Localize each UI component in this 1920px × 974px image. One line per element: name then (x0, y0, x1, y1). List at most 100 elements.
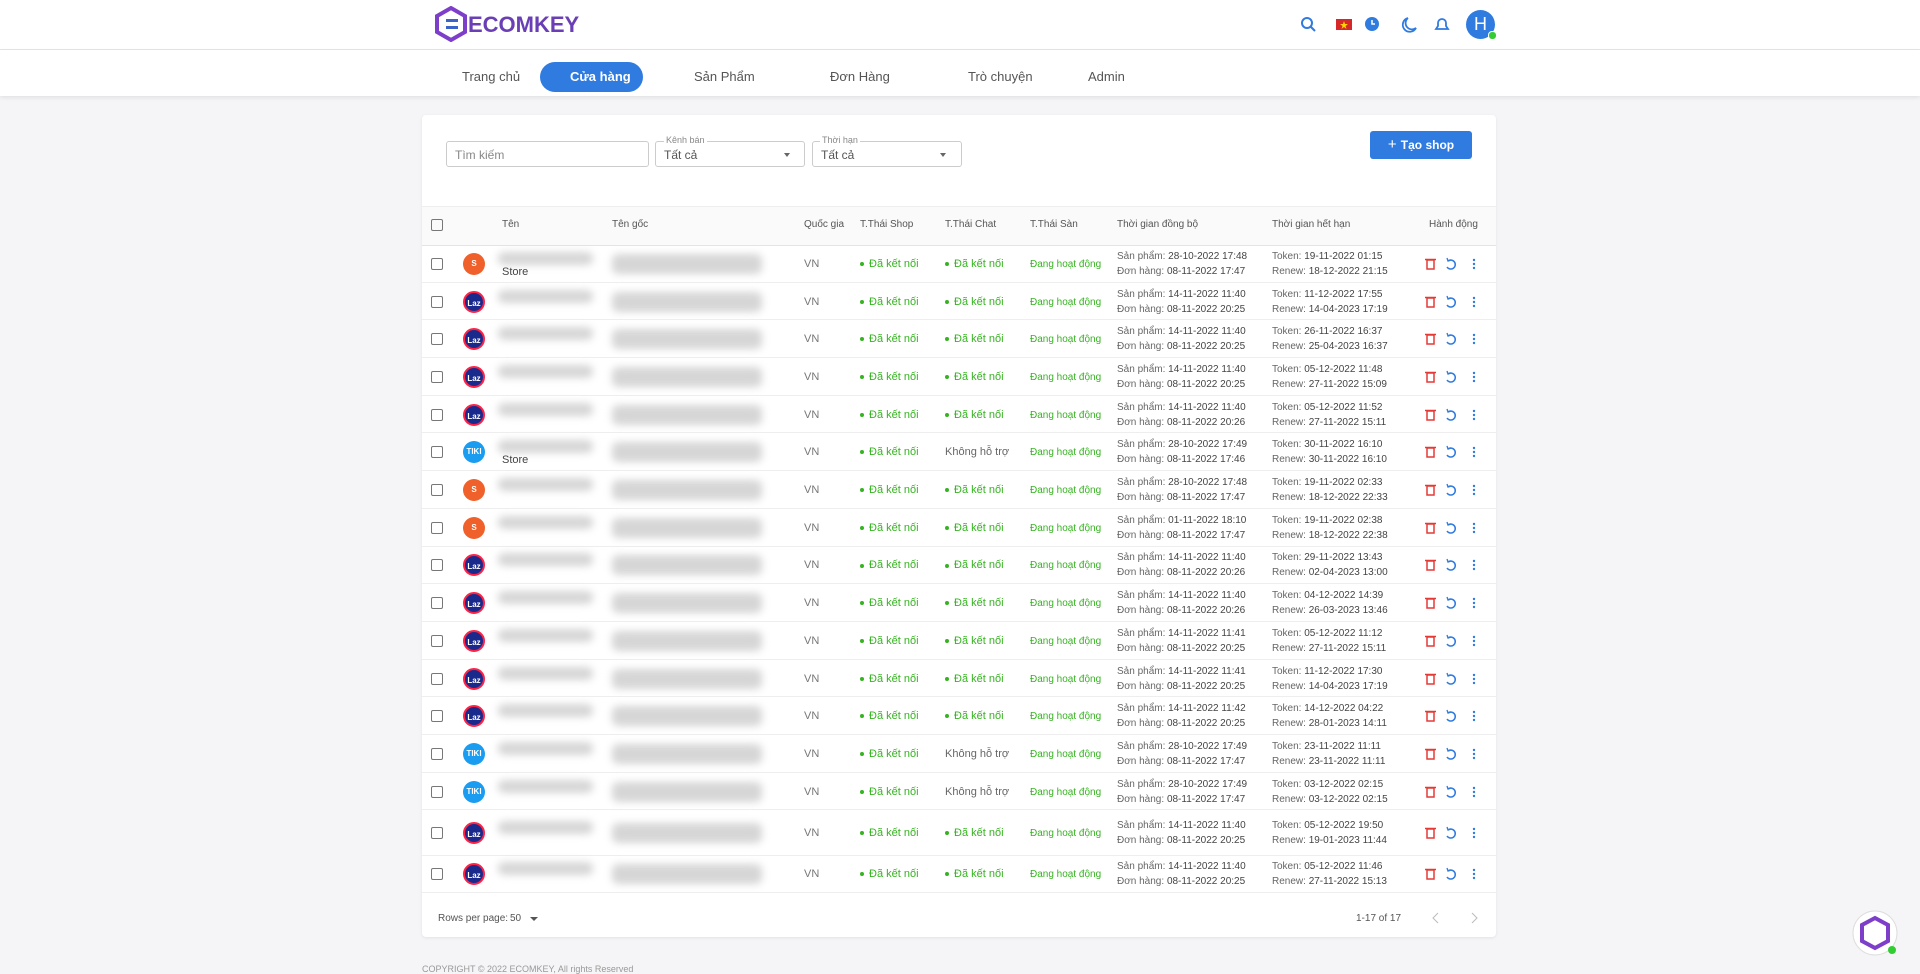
row-checkbox[interactable] (431, 295, 443, 308)
row-checkbox[interactable] (431, 672, 443, 685)
chat-status: Đã kết nối (945, 258, 1004, 270)
page-buttons[interactable] (1430, 911, 1480, 925)
row-checkbox[interactable] (431, 747, 443, 760)
time-value: 14-11-2022 11:40 (1168, 363, 1246, 375)
name-blur (498, 821, 593, 834)
row-checkbox[interactable] (431, 370, 443, 383)
time-label: Đơn hàng: (1117, 835, 1165, 846)
row-checkbox[interactable] (431, 597, 443, 610)
chat-widget[interactable] (1852, 910, 1898, 956)
name-blur (498, 779, 593, 793)
time-line: Token: 05-12-2022 19:50 (1272, 818, 1383, 833)
time-label: Renew: (1272, 793, 1306, 805)
row-actions[interactable] (1422, 634, 1482, 648)
country: VN (804, 672, 820, 685)
shop-status: Đã kết nối (860, 333, 919, 345)
time-line: Đơn hàng: 08-11-2022 20:25 (1117, 339, 1245, 354)
time-line: Token: 14-12-2022 04:22 (1272, 701, 1383, 716)
time-value: 02-04-2023 13:00 (1308, 567, 1388, 579)
name-blur (498, 364, 593, 378)
row-actions[interactable] (1422, 332, 1482, 346)
term-select[interactable]: Tất cả (812, 141, 962, 167)
time-value: 14-11-2022 11:40 (1168, 590, 1246, 602)
row-actions[interactable] (1422, 672, 1482, 686)
row-checkbox[interactable] (431, 868, 443, 881)
row-actions[interactable] (1422, 521, 1482, 535)
row-actions[interactable] (1422, 257, 1482, 271)
channel-select[interactable]: Tất cả (655, 141, 805, 167)
row-checkbox[interactable] (431, 257, 443, 270)
nav-item[interactable]: Admin (1088, 69, 1125, 84)
nav-item[interactable]: Trang chủ (462, 69, 521, 84)
row-actions[interactable] (1422, 408, 1482, 422)
row-checkbox[interactable] (431, 634, 443, 647)
row-checkbox[interactable] (431, 446, 443, 459)
time-line: Token: 05-12-2022 11:46 (1272, 859, 1382, 874)
row-checkbox[interactable] (431, 785, 443, 798)
origin-blur (612, 555, 762, 576)
origin-blur (612, 823, 762, 843)
time-label: Sản phẩm: (1117, 250, 1166, 262)
row-checkbox[interactable] (431, 710, 443, 723)
row-checkbox[interactable] (431, 559, 443, 572)
copyright: COPYRIGHT © 2022 ECOMKEY, All rights Res… (422, 964, 634, 974)
time-label: Token: (1272, 326, 1302, 338)
time-value: 29-11-2022 13:43 (1304, 552, 1383, 564)
market-status: Đang hoạt động (1030, 409, 1102, 421)
search-input[interactable]: Tìm kiếm (446, 141, 649, 167)
time-line: Token: 30-11-2022 16:10 (1272, 437, 1382, 452)
platform-icon: TIKI (463, 742, 485, 765)
nav-item[interactable]: Cửa hàng (540, 62, 643, 92)
shop-status-text: Đã kết nối (869, 597, 919, 610)
time-label: Renew: (1272, 567, 1306, 579)
row-actions[interactable] (1422, 747, 1482, 761)
time-line: Renew: 02-04-2023 13:00 (1272, 565, 1388, 580)
origin-blur (612, 706, 762, 727)
row-checkbox[interactable] (431, 827, 443, 839)
time-value: 08-11-2022 17:47 (1166, 755, 1246, 767)
time-line: Đơn hàng: 08-11-2022 20:25 (1117, 833, 1245, 848)
row-checkbox[interactable] (431, 484, 443, 497)
row-actions[interactable] (1422, 785, 1482, 799)
time-value: 05-12-2022 11:12 (1304, 627, 1383, 639)
name-blur (498, 704, 593, 718)
platform-icon: Laz (463, 667, 485, 690)
shop-status: Đã kết nối (860, 484, 919, 496)
row-actions[interactable] (1422, 826, 1482, 840)
platform-icon: TIKI (463, 780, 485, 803)
row-actions[interactable] (1422, 709, 1482, 723)
row-checkbox[interactable] (431, 521, 443, 534)
row-actions[interactable] (1422, 370, 1482, 384)
row-actions[interactable] (1422, 867, 1482, 881)
row-checkbox[interactable] (431, 408, 443, 421)
rows-arrow (530, 917, 538, 921)
nav-item[interactable]: Đơn Hàng (830, 69, 890, 84)
time-label: Đơn hàng: (1117, 755, 1165, 767)
shop-status: Đã kết nối (860, 258, 919, 270)
table-row (422, 396, 1496, 434)
time-label: Đơn hàng: (1117, 793, 1165, 805)
select-all[interactable] (431, 219, 443, 231)
row-actions[interactable] (1422, 483, 1482, 497)
time-line: Đơn hàng: 08-11-2022 17:47 (1117, 528, 1245, 543)
row-actions[interactable] (1422, 558, 1482, 572)
shop-status: Đã kết nối (860, 559, 919, 571)
rows-per-page-value[interactable]: 50 (510, 913, 522, 924)
market-status: Đang hoạt động (1030, 522, 1102, 534)
row-checkbox[interactable] (431, 333, 443, 346)
shop-status-text: Đã kết nối (869, 747, 919, 760)
time-label: Sản phẩm: (1117, 665, 1166, 677)
table-row (422, 547, 1496, 585)
row-actions[interactable] (1422, 596, 1482, 610)
chat-status: Đã kết nối (945, 371, 1004, 383)
row-actions[interactable] (1422, 445, 1482, 459)
nav-item[interactable]: Trò chuyện (968, 69, 1033, 84)
row-actions[interactable] (1422, 295, 1482, 309)
shop-status-text: Đã kết nối (869, 370, 919, 383)
shop-status-text: Đã kết nối (869, 484, 919, 497)
nav-item[interactable]: Sản Phẩm (694, 69, 755, 84)
time-value: 08-11-2022 20:25 (1166, 718, 1246, 730)
time-value: 14-11-2022 11:41 (1168, 627, 1246, 639)
create-shop-button[interactable]: + Tạo shop (1370, 131, 1472, 159)
time-line: Renew: 14-04-2023 17:19 (1272, 679, 1388, 694)
